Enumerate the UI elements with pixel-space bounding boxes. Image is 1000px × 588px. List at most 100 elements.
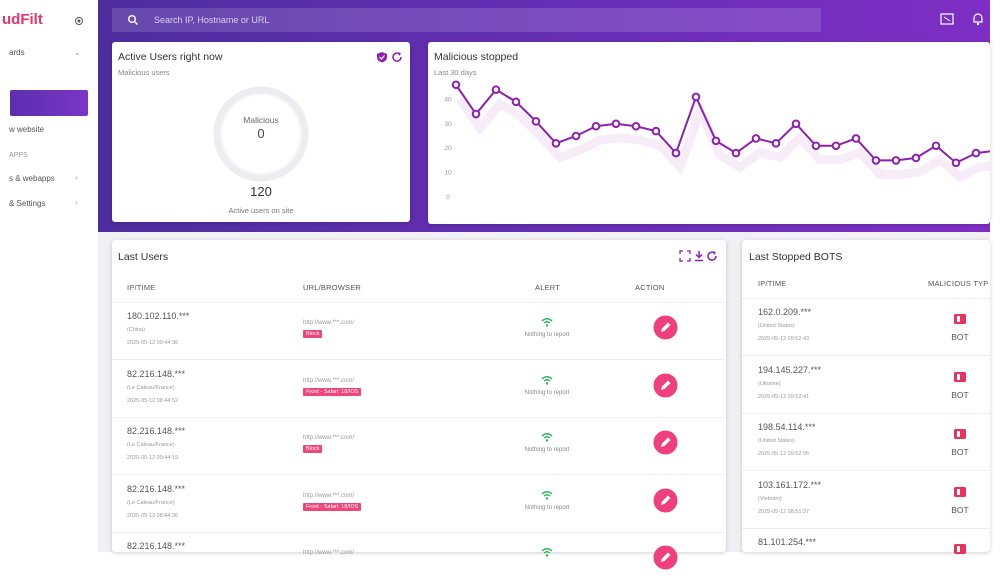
bot-icon-mark xyxy=(957,488,960,495)
point xyxy=(831,141,841,151)
pencil xyxy=(661,437,671,447)
ip: 82.216.148.*** xyxy=(127,483,186,494)
active-users-card xyxy=(112,42,410,222)
logo: udFilt xyxy=(2,11,43,28)
location: (Le Cateau/France) xyxy=(127,384,175,391)
url: http://www.***.com/ xyxy=(303,377,355,384)
chart-subtitle: Last 30 days xyxy=(434,68,477,77)
card-icons[interactable] xyxy=(376,51,404,63)
y-tick-label: 30 xyxy=(444,121,452,128)
edit-button[interactable] xyxy=(653,545,678,570)
y-tick-label: 10 xyxy=(444,170,452,177)
point xyxy=(511,97,521,107)
divider xyxy=(112,416,726,418)
edit-button[interactable] xyxy=(653,315,678,340)
bot-icon xyxy=(954,429,966,439)
ip: 103.161.172.*** xyxy=(758,479,822,490)
wifi-arc xyxy=(543,378,551,382)
type: BOT xyxy=(951,504,969,515)
wifi-arc xyxy=(541,548,553,552)
location: (Vietnam) xyxy=(758,495,782,502)
bot-icon xyxy=(954,544,966,554)
gauge-value: 0 xyxy=(257,126,265,141)
point xyxy=(871,156,881,165)
y-tick-label: 40 xyxy=(444,96,452,103)
last-bots-card xyxy=(742,240,990,552)
time: 2025-05-12 09:52:06 xyxy=(758,451,810,457)
tag: Front - Safari: 18/IOS xyxy=(303,387,362,396)
wifi-arc xyxy=(543,321,551,324)
column-header: URL/BROWSER xyxy=(303,283,362,292)
logo-dot xyxy=(75,17,83,25)
chevron: ⌄ xyxy=(74,48,81,57)
shadow-line xyxy=(456,96,990,183)
alert-icon xyxy=(541,490,553,500)
sidebar xyxy=(0,0,99,552)
point xyxy=(631,121,641,131)
alert-icon xyxy=(541,548,553,557)
total-value: 120 xyxy=(250,184,272,199)
divider xyxy=(112,359,726,360)
ip: 81.101.254.*** xyxy=(758,537,817,547)
gauge-label: Malicious xyxy=(243,115,279,125)
point xyxy=(731,148,741,158)
location: (Ukraine) xyxy=(758,380,781,387)
chevron: › xyxy=(75,173,78,182)
edit-button[interactable] xyxy=(653,430,678,455)
nav-item[interactable]: ards xyxy=(9,48,25,57)
pencil xyxy=(661,380,671,390)
search-box[interactable] xyxy=(112,8,821,32)
point xyxy=(851,134,861,143)
column-header: ALERT xyxy=(535,283,561,292)
alert: Nothing to report xyxy=(524,447,570,453)
card-icons[interactable] xyxy=(679,250,719,262)
y-tick-label: 0 xyxy=(446,194,450,201)
url: http://www.***.com/ xyxy=(303,550,355,556)
point xyxy=(891,156,901,165)
nav-item[interactable]: s & webapps xyxy=(9,174,55,183)
wifi-dot xyxy=(545,496,549,500)
alert-icon xyxy=(541,375,553,385)
nav-item[interactable]: & Settings xyxy=(9,199,46,208)
alert: Nothing to report xyxy=(524,332,570,338)
chevron: › xyxy=(75,198,78,207)
edit-button[interactable] xyxy=(653,373,678,398)
time: 2025-05-12 09:52:43 xyxy=(758,336,810,342)
bot-icon-mark xyxy=(957,431,960,437)
ip: 180.102.110.*** xyxy=(127,311,190,321)
time: 2025-05-12 08:44:52 xyxy=(127,397,179,404)
wifi-arc xyxy=(541,318,553,322)
url: http://www.***.com/ xyxy=(303,320,355,326)
search-placeholder[interactable]: Search IP, Hostname or URL xyxy=(154,15,270,25)
url: http://www.***.com/ xyxy=(303,492,355,499)
type: BOT xyxy=(951,389,969,400)
bot-icon xyxy=(954,371,966,382)
point xyxy=(711,136,721,146)
edit-button[interactable] xyxy=(653,488,678,513)
line-chart: 0 10 20 30 40 xyxy=(444,80,990,201)
point xyxy=(591,121,601,131)
wifi-dot xyxy=(545,324,549,327)
time: 2025-05-12 08:51:37 xyxy=(758,508,810,515)
column-header: ACTION xyxy=(635,283,665,292)
point xyxy=(571,131,581,141)
last-users-card xyxy=(112,240,726,552)
divider xyxy=(112,531,726,533)
point xyxy=(811,141,821,151)
ip: 194.145.227.*** xyxy=(758,364,822,375)
location: (China) xyxy=(127,327,146,333)
alert-icon xyxy=(541,318,553,327)
type: BOT xyxy=(951,332,969,342)
bot-icon xyxy=(954,314,966,324)
total-label: Active users on site xyxy=(228,206,294,215)
card-subtitle: Malicious users xyxy=(118,68,170,77)
location: (United States) xyxy=(758,438,795,444)
wifi-arc xyxy=(543,493,551,497)
fullscreen-icon[interactable] xyxy=(940,13,954,26)
bell-icon[interactable] xyxy=(972,12,984,26)
nav-active[interactable] xyxy=(10,90,88,116)
line xyxy=(455,84,990,165)
alert: Nothing to report xyxy=(524,504,570,511)
nav-item[interactable]: w website xyxy=(9,125,45,134)
